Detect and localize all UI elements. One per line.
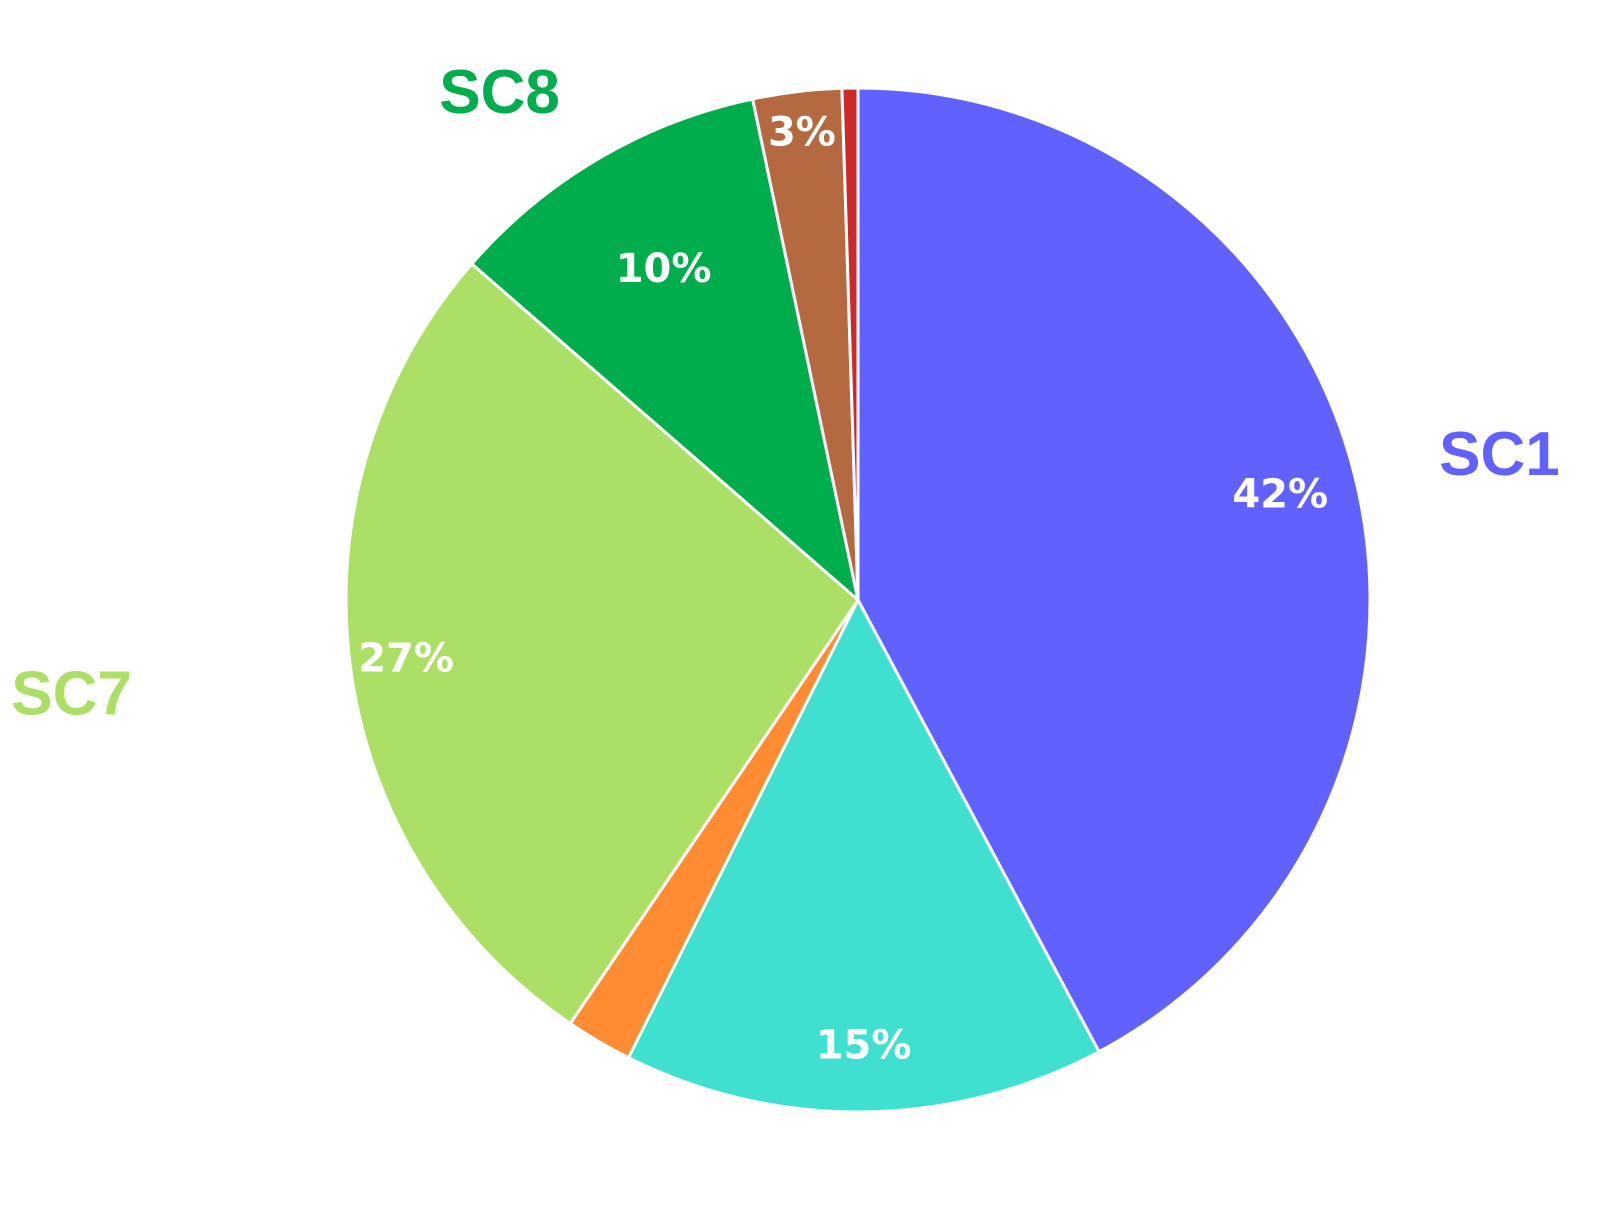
category-label-sc7: SC7 xyxy=(11,660,132,729)
percentage-labels: 42% 15% 27% 10% 3% xyxy=(358,109,1328,1068)
pie-slice-2 xyxy=(626,598,1101,1114)
percentage-label: 27% xyxy=(358,636,454,682)
percentage-label: 10% xyxy=(616,246,712,292)
pie-slice-sc7 xyxy=(344,262,860,1025)
category-label-sc1: SC1 xyxy=(1439,420,1560,489)
category-labels: SC1 SC7 SC8 xyxy=(11,58,1559,729)
pie-slice-sc8 xyxy=(470,97,860,602)
percentage-label: 15% xyxy=(816,1022,912,1068)
percentage-label: 42% xyxy=(1232,471,1328,517)
pie-slice-7 xyxy=(840,86,860,602)
percentage-label: 3% xyxy=(768,109,836,155)
pie-slices xyxy=(344,86,1372,1114)
pie-slice-sc1 xyxy=(856,86,1372,1054)
category-label-sc8: SC8 xyxy=(439,58,560,127)
